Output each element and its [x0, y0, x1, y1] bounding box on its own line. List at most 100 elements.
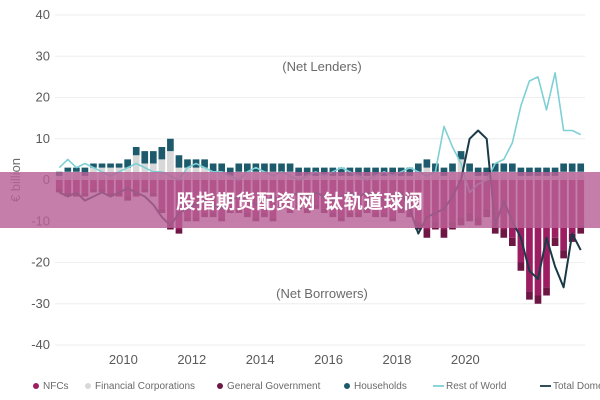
bar-households [218, 163, 226, 172]
bar-general-government [551, 237, 559, 246]
bar-households [423, 159, 431, 168]
bar-households [132, 147, 140, 156]
x-axis-ticks: 2010 2012 2014 2016 2018 2020 [109, 352, 480, 367]
annotation-net-lenders: (Net Lenders) [282, 59, 361, 74]
bar-households [269, 163, 277, 172]
bar-households [209, 163, 217, 172]
bar-financial-corporations [141, 163, 149, 180]
y-tick-label: -40 [31, 337, 50, 352]
x-tick-label: 2016 [314, 352, 343, 367]
y-tick-label: 30 [36, 48, 50, 63]
bar-households [534, 167, 542, 176]
bar-general-government [440, 229, 448, 238]
bar-households [526, 167, 533, 176]
legend-label: Total Domestic [553, 381, 600, 392]
bar-general-government [423, 229, 431, 238]
legend-item: Financial Corporations [85, 381, 195, 392]
bar-households [98, 163, 106, 168]
y-tick-label: -30 [31, 296, 50, 311]
bar-general-government [560, 250, 567, 259]
bar-general-government [491, 225, 499, 234]
y-tick-label: 20 [36, 90, 50, 105]
bar-households [286, 163, 294, 172]
bar-households [568, 163, 576, 172]
bar-households [483, 167, 491, 176]
bar-households [244, 163, 251, 172]
bar-households [363, 167, 371, 176]
banner-text: 股指期货配资网 钛轨道球阀 [176, 190, 424, 213]
bar-households [355, 167, 362, 176]
bar-households [115, 163, 123, 168]
legend-item: NFCs [33, 381, 69, 392]
legend-label: General Government [227, 381, 321, 392]
bar-households [543, 167, 550, 176]
watermark-banner: 股指期货配资网 钛轨道球阀 [0, 172, 600, 228]
bar-general-government [500, 229, 508, 238]
bar-households [295, 167, 302, 176]
bar-financial-corporations [167, 151, 174, 180]
bar-nfcs [543, 180, 550, 288]
bar-households [466, 163, 473, 172]
bar-households [517, 167, 525, 176]
bar-households [560, 163, 567, 172]
bar-financial-corporations [457, 159, 465, 180]
legend: NFCs Financial Corporations General Govern… [33, 381, 600, 392]
bar-households [509, 163, 516, 172]
legend-label: Households [354, 381, 407, 392]
y-tick-label: 40 [36, 7, 50, 22]
bar-households [389, 167, 396, 176]
bar-nfcs [526, 180, 533, 292]
x-tick-label: 2018 [382, 352, 411, 367]
legend-label: Financial Corporations [95, 381, 195, 392]
legend-swatch [217, 383, 223, 389]
legend-swatch [344, 383, 350, 389]
x-tick-label: 2012 [177, 352, 206, 367]
bar-financial-corporations [158, 159, 166, 180]
bar-financial-corporations [132, 155, 140, 180]
y-tick-label: -20 [31, 255, 50, 270]
x-tick-label: 2020 [451, 352, 480, 367]
bar-general-government [534, 295, 542, 304]
bar-households [440, 167, 448, 176]
bar-households [278, 163, 285, 172]
bar-households [406, 167, 414, 176]
bar-households [149, 151, 157, 164]
legend-item: Rest of World [433, 381, 506, 392]
bar-households [303, 167, 311, 176]
bar-households [175, 155, 183, 168]
y-tick-label: 10 [36, 131, 50, 146]
bar-general-government [175, 229, 183, 234]
legend-label: Rest of World [446, 381, 506, 392]
legend-item: Households [344, 381, 407, 392]
bar-households [372, 167, 379, 176]
bar-households [90, 163, 97, 168]
bar-households [320, 167, 328, 176]
bar-households [158, 147, 166, 160]
legend-label: NFCs [43, 381, 69, 392]
x-tick-label: 2010 [109, 352, 138, 367]
bar-households [201, 159, 208, 168]
bar-households [235, 163, 243, 172]
bar-general-government [577, 225, 585, 234]
legend-swatch [85, 383, 91, 389]
bar-households [107, 163, 114, 168]
bar-households [64, 167, 72, 172]
bar-households [141, 151, 149, 164]
bar-households [226, 167, 234, 176]
legend-item: Total Domestic [540, 381, 600, 392]
bar-general-government [543, 287, 550, 296]
bar-households [124, 159, 131, 168]
x-tick-label: 2014 [246, 352, 275, 367]
bar-general-government [517, 262, 525, 271]
bar-households [500, 163, 508, 172]
bar-households [457, 151, 465, 160]
bar-households [414, 163, 422, 172]
bar-households [73, 167, 80, 172]
bar-households [491, 163, 499, 172]
bar-households [577, 163, 585, 172]
bar-nfcs [534, 180, 542, 296]
bar-general-government [509, 237, 516, 246]
bar-households [261, 163, 268, 172]
bar-households [474, 167, 482, 176]
bar-households [551, 167, 559, 176]
